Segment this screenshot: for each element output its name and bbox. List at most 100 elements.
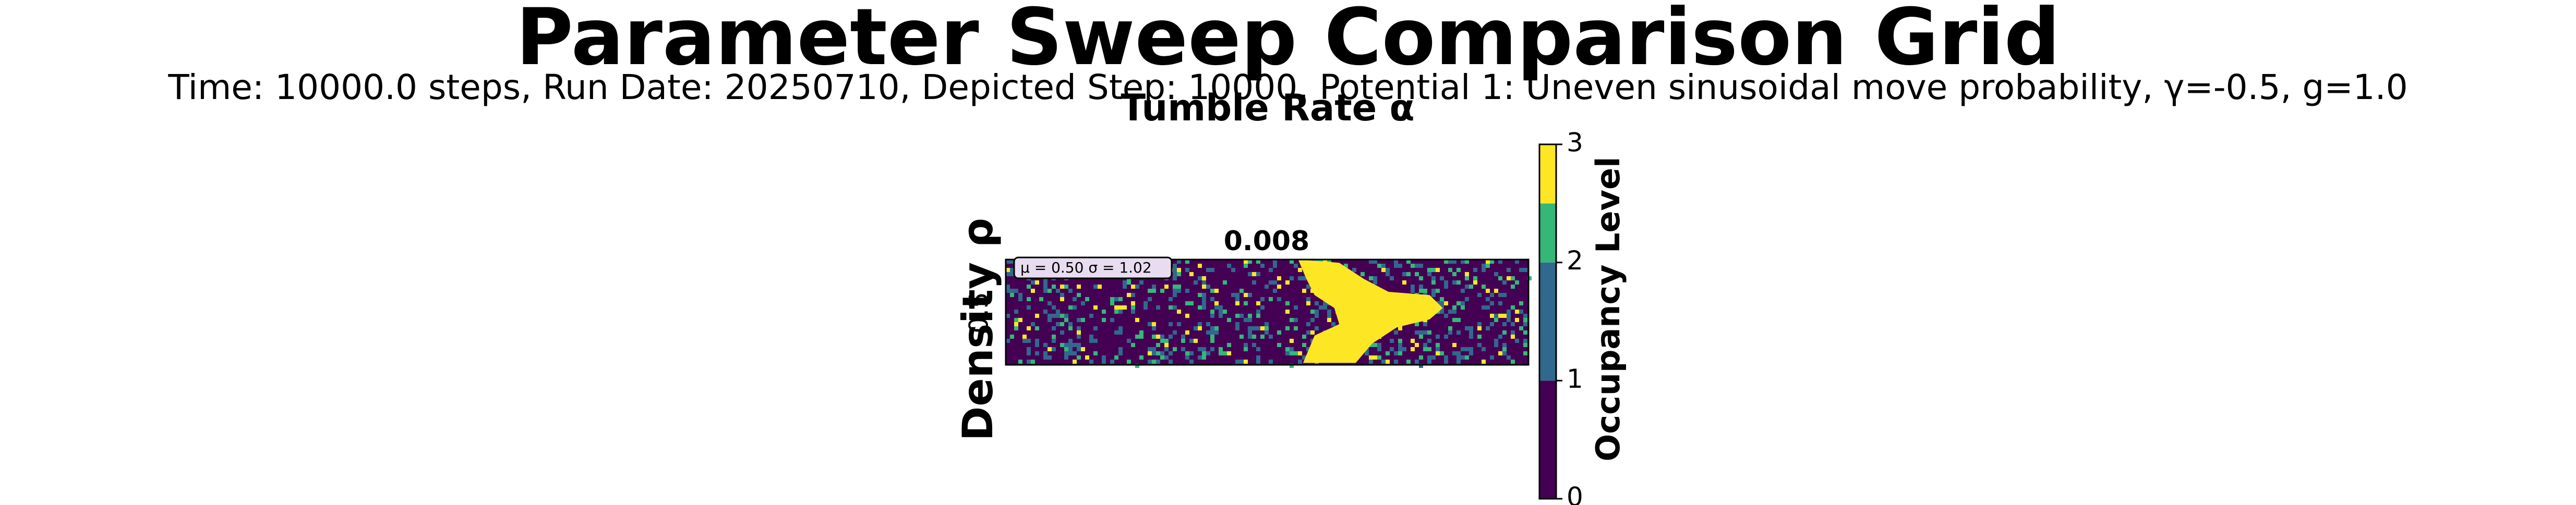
heatmap-cell — [1118, 297, 1123, 301]
heatmap-cell — [1139, 355, 1143, 360]
heatmap-cell — [1131, 293, 1135, 297]
heatmap-cell — [1269, 297, 1273, 301]
heatmap-cell — [1206, 322, 1210, 326]
heatmap-cell — [1482, 268, 1486, 272]
heatmap-cell — [1256, 272, 1260, 276]
heatmap-cell — [1394, 330, 1398, 335]
heatmap-cell — [1436, 335, 1440, 339]
heatmap-cell — [1102, 310, 1106, 314]
heatmap-cell — [1273, 264, 1277, 268]
heatmap-cell — [1010, 272, 1014, 276]
heatmap-cell — [1060, 297, 1064, 301]
heatmap-cell — [1290, 347, 1294, 351]
heatmap-cell — [1298, 360, 1302, 364]
heatmap-cell — [1077, 326, 1081, 330]
heatmap-cell — [1469, 326, 1473, 330]
heatmap-cell — [1502, 343, 1507, 347]
heatmap-cell — [1482, 360, 1486, 364]
heatmap-cell — [1181, 335, 1185, 339]
heatmap-cell — [1156, 305, 1160, 310]
heatmap-cell — [1152, 285, 1156, 289]
heatmap-cell — [1206, 268, 1210, 272]
heatmap-cell — [1494, 289, 1498, 293]
heatmap-cell — [1035, 326, 1039, 330]
heatmap-cell — [1118, 326, 1123, 330]
heatmap-cell — [1081, 318, 1085, 322]
heatmap-cell — [1043, 289, 1048, 293]
heatmap-cell — [1294, 318, 1298, 322]
heatmap-cell — [1465, 326, 1469, 330]
heatmap-cell — [1294, 305, 1298, 310]
heatmap-cell — [1031, 322, 1035, 326]
heatmap-cell — [1344, 264, 1348, 268]
heatmap-cell — [1156, 343, 1160, 347]
heatmap-cell — [1202, 297, 1206, 301]
heatmap-cell — [1231, 293, 1235, 297]
heatmap-cell — [1160, 339, 1164, 343]
heatmap-cell — [1415, 330, 1419, 335]
heatmap-cell — [1394, 351, 1398, 355]
heatmap-cell — [1060, 330, 1064, 335]
heatmap-cell — [1269, 268, 1273, 272]
heatmap-cell — [1027, 285, 1031, 289]
heatmap-cell — [1285, 347, 1290, 351]
heatmap-cell — [1277, 330, 1281, 335]
heatmap-cell — [1060, 314, 1064, 318]
heatmap-cell — [1248, 260, 1252, 264]
heatmap-cell — [1419, 276, 1423, 280]
heatmap-cell — [1465, 272, 1469, 276]
heatmap-cell — [1461, 289, 1465, 293]
heatmap-cluster — [1298, 260, 1443, 363]
heatmap-cell — [1486, 260, 1490, 264]
heatmap-cell — [1498, 293, 1502, 297]
heatmap-cell — [1302, 276, 1306, 280]
heatmap-cell — [1315, 326, 1319, 330]
heatmap-cell — [1043, 310, 1048, 314]
heatmap-cell — [1052, 326, 1056, 330]
heatmap-cell — [1477, 322, 1482, 326]
heatmap-cell — [1260, 264, 1265, 268]
heatmap-cell — [1502, 280, 1507, 285]
heatmap-cell — [1169, 305, 1173, 310]
heatmap-cell — [1511, 276, 1515, 280]
heatmap-cell — [1386, 360, 1390, 364]
heatmap-cell — [1077, 335, 1081, 339]
heatmap-cell — [1273, 260, 1277, 264]
heatmap-cell — [1185, 314, 1189, 318]
heatmap-cell — [1486, 289, 1490, 293]
heatmap-cell — [1110, 360, 1114, 364]
heatmap-cell — [1073, 343, 1077, 347]
heatmap-cell — [1210, 268, 1214, 272]
heatmap-cell — [1519, 310, 1523, 314]
heatmap-cell — [1269, 280, 1273, 285]
heatmap-cell — [1265, 326, 1269, 330]
heatmap-cell — [1185, 268, 1189, 272]
heatmap-cell — [1511, 335, 1515, 339]
heatmap-cell — [1202, 293, 1206, 297]
heatmap-cell — [1398, 343, 1402, 347]
heatmap-cell — [1239, 289, 1244, 293]
heatmap-cell — [1498, 276, 1502, 280]
heatmap-cell — [1456, 268, 1461, 272]
heatmap-cell — [1148, 297, 1152, 301]
heatmap-cell — [1206, 330, 1210, 335]
heatmap-cell — [1269, 335, 1273, 339]
heatmap-cell — [1031, 360, 1035, 364]
heatmap-cell — [1415, 343, 1419, 347]
heatmap-cell — [1043, 280, 1048, 285]
heatmap-cell — [1306, 347, 1310, 351]
heatmap-cell — [1073, 305, 1077, 310]
heatmap-cell — [1018, 293, 1022, 297]
heatmap-cell — [1068, 347, 1073, 351]
y-axis-label: Density ρ — [954, 218, 1002, 441]
heatmap-cell — [1064, 351, 1068, 355]
heatmap-cell — [1248, 293, 1252, 297]
heatmap-cell — [1377, 347, 1381, 351]
heatmap-cell — [1452, 343, 1456, 347]
heatmap-cell — [1423, 347, 1427, 351]
heatmap-cell — [1152, 360, 1156, 364]
colorbar-segment — [1539, 144, 1556, 204]
heatmap-cell — [1465, 347, 1469, 351]
heatmap-cell — [1085, 355, 1089, 360]
heatmap-cell — [1502, 347, 1507, 351]
